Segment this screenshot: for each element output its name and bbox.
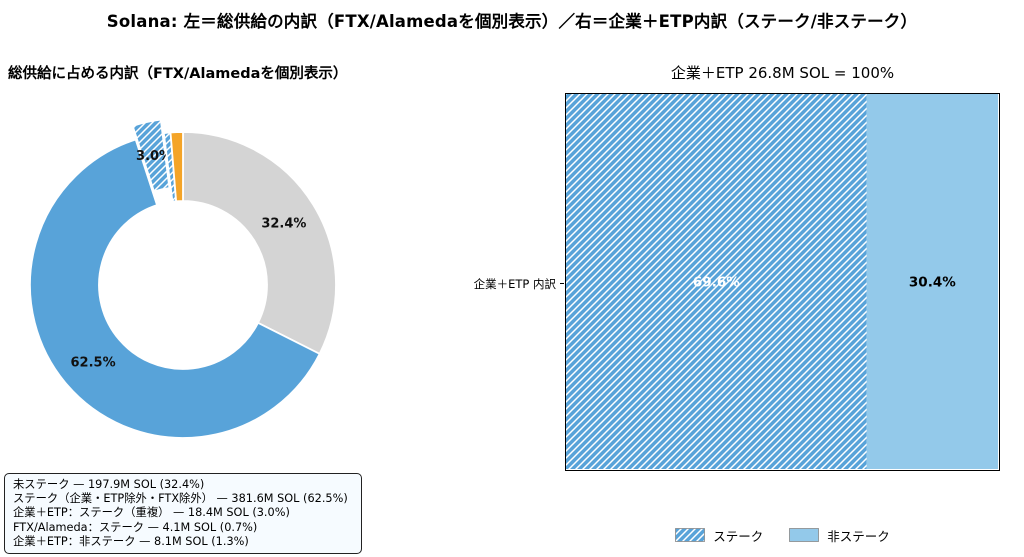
pie-slice-0 bbox=[182, 131, 337, 356]
stacked-bar: 69.6% 30.4% bbox=[566, 94, 998, 469]
donut-legend-box: 未ステーク — 197.9M SOL (32.4%) ステーク（企業・ETP除外… bbox=[4, 473, 362, 555]
bar-plot-area: 69.6% 30.4% bbox=[565, 93, 1000, 471]
bar-percent-label: 30.4% bbox=[909, 275, 956, 291]
legend-line: FTX/Alameda：ステーク — 4.1M SOL (0.7%) bbox=[13, 520, 258, 534]
figure-title: Solana: 左＝総供給の内訳（FTX/Alamedaを個別表示）／右＝企業＋… bbox=[106, 12, 918, 31]
bar-segment-0 bbox=[566, 94, 867, 469]
legend-line: 企業＋ETP：非ステーク — 8.1M SOL (1.3%) bbox=[13, 534, 249, 548]
bar-legend: ステーク 非ステーク bbox=[565, 524, 1000, 546]
stake-hatch-swatch-icon bbox=[675, 528, 706, 542]
legend-line: 企業＋ETP：ステーク（重複） — 18.4M SOL (3.0%) bbox=[13, 506, 290, 520]
legend-item-stake: ステーク bbox=[675, 526, 763, 545]
legend-label-stake: ステーク bbox=[713, 528, 764, 544]
pie-percent-label: 32.4% bbox=[261, 216, 306, 231]
bar-segment-1 bbox=[866, 94, 998, 469]
pie-slice-2 bbox=[131, 118, 171, 193]
bar-percent-label: 69.6% bbox=[693, 275, 740, 291]
legend-item-nonstake: 非ステーク bbox=[789, 526, 890, 545]
bar-chart-title: 企業＋ETP 26.8M SOL = 100% bbox=[670, 64, 895, 82]
pie-slice-1 bbox=[29, 138, 321, 439]
donut-chart-title: 総供給に占める内訳（FTX/Alamedaを個別表示） bbox=[8, 66, 348, 82]
legend-line: 未ステーク — 197.9M SOL (32.4%) bbox=[13, 478, 205, 491]
legend-line: ステーク（企業・ETP除外・FTX除外） — 381.6M SOL (62.5%… bbox=[13, 492, 348, 506]
nonstake-swatch-icon bbox=[789, 528, 820, 542]
legend-label-nonstake: 非ステーク bbox=[827, 528, 890, 544]
pie-percent-label: 62.5% bbox=[71, 356, 116, 371]
y-axis-tick-mark bbox=[560, 283, 564, 285]
pie-percent-label: 3.0% bbox=[136, 149, 172, 164]
y-axis-tick-label: 企業＋ETP 内訳 bbox=[473, 277, 556, 291]
pie-slice-4 bbox=[169, 131, 184, 203]
donut-chart: 32.4% 62.5% 3.0% bbox=[29, 118, 337, 439]
